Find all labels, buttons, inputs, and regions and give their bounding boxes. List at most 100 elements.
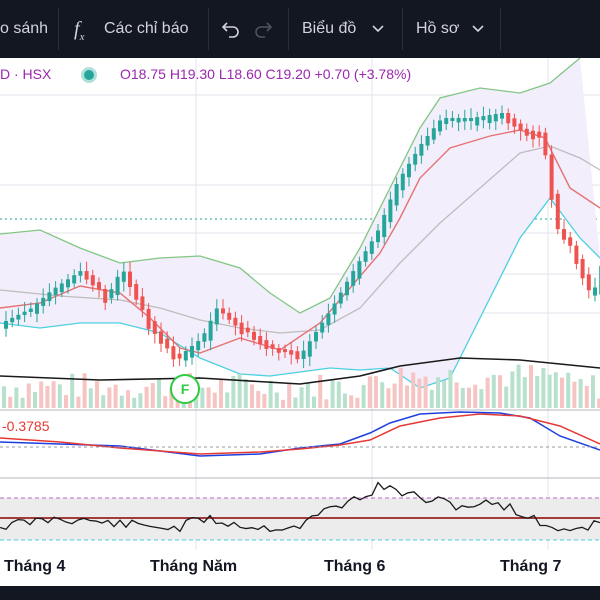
candle-body xyxy=(413,153,418,165)
volume-bar xyxy=(107,387,112,408)
volume-bar xyxy=(237,374,242,408)
volume-bar xyxy=(157,378,161,408)
volume-bar xyxy=(529,365,533,408)
bollinger-fill xyxy=(0,58,600,388)
volume-bar xyxy=(454,382,459,408)
candle-body xyxy=(456,118,461,123)
candle-body xyxy=(4,321,8,329)
volume-bar xyxy=(436,377,440,408)
volume-bar xyxy=(473,384,478,408)
candle-body xyxy=(332,303,337,315)
volume-bar xyxy=(150,383,155,408)
bollinger-upper-line xyxy=(0,58,581,314)
volume-bar xyxy=(336,381,341,408)
candle-body xyxy=(450,118,455,121)
chevron-down-icon[interactable] xyxy=(472,24,484,34)
chart-menu-button[interactable]: Biểu đồ xyxy=(302,20,357,37)
candle-body xyxy=(208,320,213,341)
volume-bar xyxy=(411,372,416,408)
candle-body xyxy=(16,314,21,320)
volume-bar xyxy=(169,387,174,408)
candle-body xyxy=(177,353,182,359)
candle-body xyxy=(462,118,467,122)
volume-bar xyxy=(274,392,279,408)
candle-body xyxy=(196,341,201,351)
candle-body xyxy=(493,114,498,122)
volume-bar xyxy=(14,387,19,408)
volume-bar xyxy=(70,373,75,408)
candle-body xyxy=(221,308,225,314)
candle-body xyxy=(128,271,132,288)
symbol-label[interactable]: D · HSX xyxy=(0,66,52,82)
volume-bar xyxy=(522,377,527,408)
volume-bar xyxy=(231,375,236,408)
candle-body xyxy=(431,128,436,140)
candle-body xyxy=(72,275,77,284)
volume-bar xyxy=(45,386,50,408)
volume-bar xyxy=(20,397,25,408)
volume-bar xyxy=(510,371,515,408)
candle-body xyxy=(314,332,318,342)
candle-body xyxy=(574,245,579,264)
compare-button[interactable]: o sánh xyxy=(0,20,49,37)
candle-body xyxy=(183,350,188,361)
candle-body xyxy=(59,283,64,293)
volume-bar xyxy=(516,364,521,408)
candle-body xyxy=(103,289,108,303)
volume-bar xyxy=(126,390,130,408)
volume-bar xyxy=(250,384,254,408)
candle-body xyxy=(444,118,449,125)
volume-bar xyxy=(76,396,81,408)
candle-body xyxy=(90,275,95,286)
volume-bar xyxy=(361,384,366,408)
volume-bar xyxy=(343,393,347,408)
oscillator-line xyxy=(0,481,600,533)
volume-bar xyxy=(498,375,502,408)
candle-body xyxy=(537,131,542,138)
candle-body xyxy=(159,331,163,344)
volume-bar xyxy=(566,372,571,408)
chevron-down-icon[interactable] xyxy=(372,24,384,34)
toolbar-divider xyxy=(58,8,59,50)
volume-bar xyxy=(212,392,217,408)
macd-signal-line xyxy=(0,413,600,455)
volume-bar xyxy=(64,395,68,408)
volume-bars xyxy=(0,357,600,408)
candle-body xyxy=(35,303,39,314)
volume-bar xyxy=(380,382,385,408)
candle-body xyxy=(469,118,473,121)
volume-bar xyxy=(26,383,31,408)
indicators-button[interactable]: Các chỉ báo xyxy=(104,20,189,37)
volume-bar xyxy=(200,387,205,408)
candle-body xyxy=(109,289,114,299)
volume-bar xyxy=(132,397,137,408)
candle-body xyxy=(357,261,362,279)
volume-bar xyxy=(206,387,211,408)
price-chart[interactable] xyxy=(0,58,600,586)
oscillator-panes xyxy=(0,411,600,541)
volume-bar xyxy=(398,367,403,408)
volume-bar xyxy=(560,377,564,408)
profile-menu-button[interactable]: Hồ sơ xyxy=(416,20,460,37)
chart-canvas[interactable] xyxy=(0,58,600,586)
volume-bar xyxy=(429,389,434,408)
volume-bar xyxy=(597,398,600,408)
candle-body xyxy=(134,284,139,300)
volume-bar xyxy=(504,386,509,408)
fx-icon[interactable]: fx xyxy=(74,18,85,43)
top-toolbar: o sánh fx Các chỉ báo Biểu đồ Hồ sơ xyxy=(0,0,600,58)
candle-body xyxy=(506,113,511,124)
undo-icon[interactable] xyxy=(220,20,240,38)
candle-body xyxy=(78,271,83,276)
volume-bar xyxy=(318,374,323,408)
candle-body xyxy=(214,308,219,325)
volume-bar xyxy=(541,367,546,408)
event-marker-icon[interactable]: F xyxy=(170,374,200,404)
volume-bar xyxy=(163,396,168,408)
volume-bar xyxy=(305,383,310,408)
volume-bar xyxy=(330,380,335,408)
redo-icon[interactable] xyxy=(254,20,274,38)
x-axis-label: Tháng 6 xyxy=(324,558,386,575)
candle-body xyxy=(394,184,399,206)
volume-bar xyxy=(417,378,422,408)
